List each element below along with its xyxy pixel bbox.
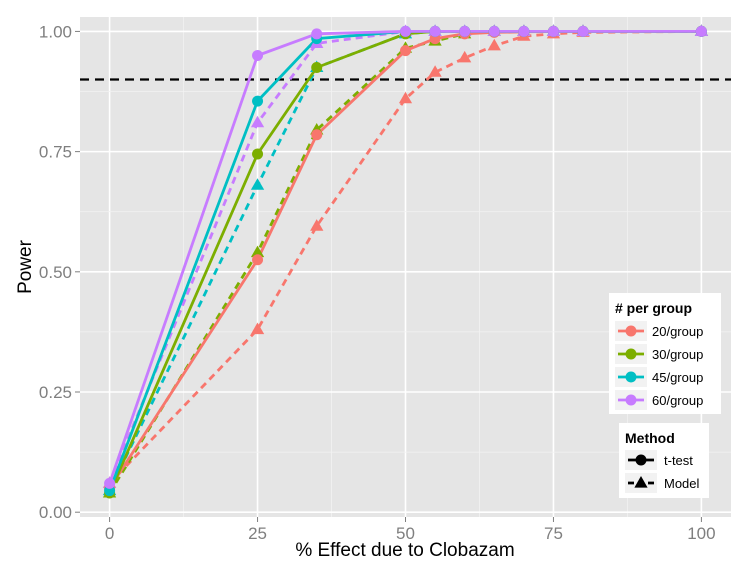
- marker-circle: [459, 25, 471, 37]
- legend-label: 30/group: [652, 347, 703, 362]
- y-axis-ticks: 0.00 0.25 0.50 0.75 1.00: [39, 22, 80, 522]
- marker-triangle: [428, 65, 442, 77]
- legend-label: 60/group: [652, 393, 703, 408]
- marker-circle: [429, 25, 441, 37]
- legend-key-marker: [625, 394, 637, 406]
- marker-circle: [695, 25, 707, 37]
- y-tick-label: 0.00: [39, 503, 72, 522]
- legend-label: 20/group: [652, 324, 703, 339]
- legend-label: Model: [664, 476, 700, 491]
- x-tick-label: 50: [396, 524, 415, 543]
- marker-circle: [252, 95, 264, 107]
- legend-method: Method t-test Model: [619, 423, 709, 498]
- legend-key-marker: [625, 371, 637, 383]
- marker-circle: [400, 25, 411, 37]
- marker-triangle: [250, 115, 265, 128]
- x-tick-label: 25: [248, 524, 267, 543]
- x-tick-label: 0: [105, 524, 114, 543]
- x-axis-title: % Effect due to Clobazam: [295, 540, 514, 561]
- y-tick-label: 0.25: [39, 383, 72, 402]
- marker-circle: [518, 25, 530, 37]
- x-tick-label: 75: [544, 524, 563, 543]
- legend-label: 45/group: [652, 370, 703, 385]
- y-tick-label: 0.50: [39, 263, 72, 282]
- marker-circle: [104, 477, 116, 489]
- marker-circle: [252, 148, 264, 160]
- marker-circle: [400, 45, 411, 57]
- y-tick-label: 0.75: [39, 143, 72, 162]
- marker-circle: [547, 25, 559, 37]
- legend-group-size-title: # per group: [615, 300, 692, 316]
- series-line-20-group-model: [108, 30, 702, 485]
- marker-triangle: [310, 219, 324, 231]
- marker-circle: [488, 25, 500, 37]
- marker-triangle: [250, 322, 265, 335]
- marker-circle: [252, 254, 264, 266]
- series-markers: [102, 24, 709, 499]
- marker-circle: [311, 61, 323, 73]
- marker-circle: [252, 49, 264, 61]
- marker-circle: [311, 28, 323, 40]
- legend-key-marker: [625, 348, 637, 360]
- legend-group-size: # per group 20/group 30/group 45/group 60/g…: [609, 293, 721, 414]
- marker-circle: [311, 129, 323, 141]
- marker-triangle: [487, 38, 501, 51]
- x-tick-label: 100: [687, 524, 715, 543]
- y-axis-title: Power: [15, 239, 36, 294]
- marker-triangle: [250, 245, 265, 258]
- legend-method-title: Method: [625, 430, 675, 446]
- legend-key-marker: [635, 454, 647, 466]
- y-tick-label: 1.00: [39, 22, 72, 41]
- marker-triangle: [458, 50, 472, 63]
- legend-key-marker: [634, 476, 648, 488]
- marker-triangle: [250, 178, 265, 190]
- legend-key-marker: [625, 325, 637, 337]
- marker-triangle: [398, 91, 413, 104]
- x-axis-ticks: 0 25 50 75 100: [105, 517, 716, 543]
- marker-circle: [577, 25, 589, 37]
- legend-label: t-test: [664, 453, 693, 468]
